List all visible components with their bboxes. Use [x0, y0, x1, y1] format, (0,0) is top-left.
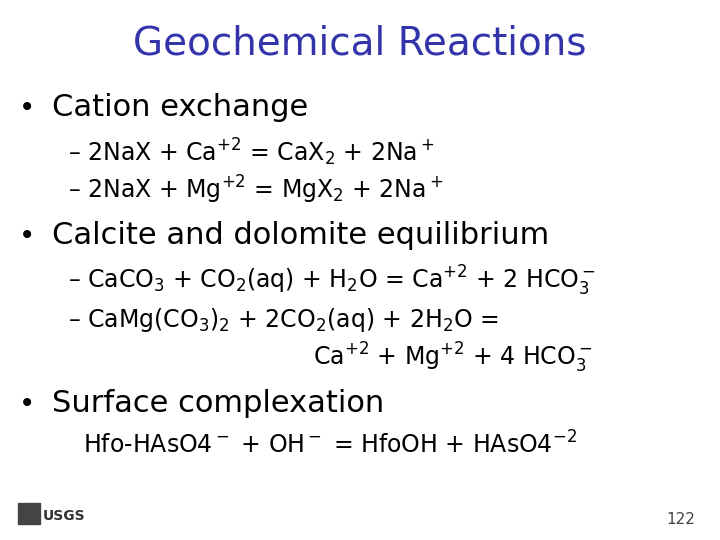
Text: •: • — [19, 94, 35, 122]
Text: Ca$^{+2}$ + Mg$^{+2}$ + 4 HCO$_3^-$: Ca$^{+2}$ + Mg$^{+2}$ + 4 HCO$_3^-$ — [313, 340, 593, 375]
Text: Hfo-HAsO4$^-$ + OH$^-$ = HfoOH + HAsO4$^{-2}$: Hfo-HAsO4$^-$ + OH$^-$ = HfoOH + HAsO4$^… — [68, 432, 577, 459]
Text: USGS: USGS — [42, 509, 85, 523]
Text: Geochemical Reactions: Geochemical Reactions — [133, 24, 587, 62]
Text: Surface complexation: Surface complexation — [52, 389, 384, 418]
Text: 122: 122 — [666, 511, 695, 526]
Text: – CaCO$_3$ + CO$_2$(aq) + H$_2$O = Ca$^{+2}$ + 2 HCO$_3^-$: – CaCO$_3$ + CO$_2$(aq) + H$_2$O = Ca$^{… — [68, 264, 596, 298]
Text: – 2NaX + Ca$^{+2}$ = CaX$_2$ + 2Na$^+$: – 2NaX + Ca$^{+2}$ = CaX$_2$ + 2Na$^+$ — [68, 137, 435, 168]
Text: – 2NaX + Mg$^{+2}$ = MgX$_2$ + 2Na$^+$: – 2NaX + Mg$^{+2}$ = MgX$_2$ + 2Na$^+$ — [68, 174, 444, 206]
Text: Calcite and dolomite equilibrium: Calcite and dolomite equilibrium — [52, 221, 549, 251]
Bar — [18, 503, 40, 524]
Text: Cation exchange: Cation exchange — [52, 93, 308, 123]
Text: – CaMg(CO$_3$)$_2$ + 2CO$_2$(aq) + 2H$_2$O =: – CaMg(CO$_3$)$_2$ + 2CO$_2$(aq) + 2H$_2… — [68, 306, 499, 334]
Text: •: • — [19, 390, 35, 418]
Text: •: • — [19, 222, 35, 250]
